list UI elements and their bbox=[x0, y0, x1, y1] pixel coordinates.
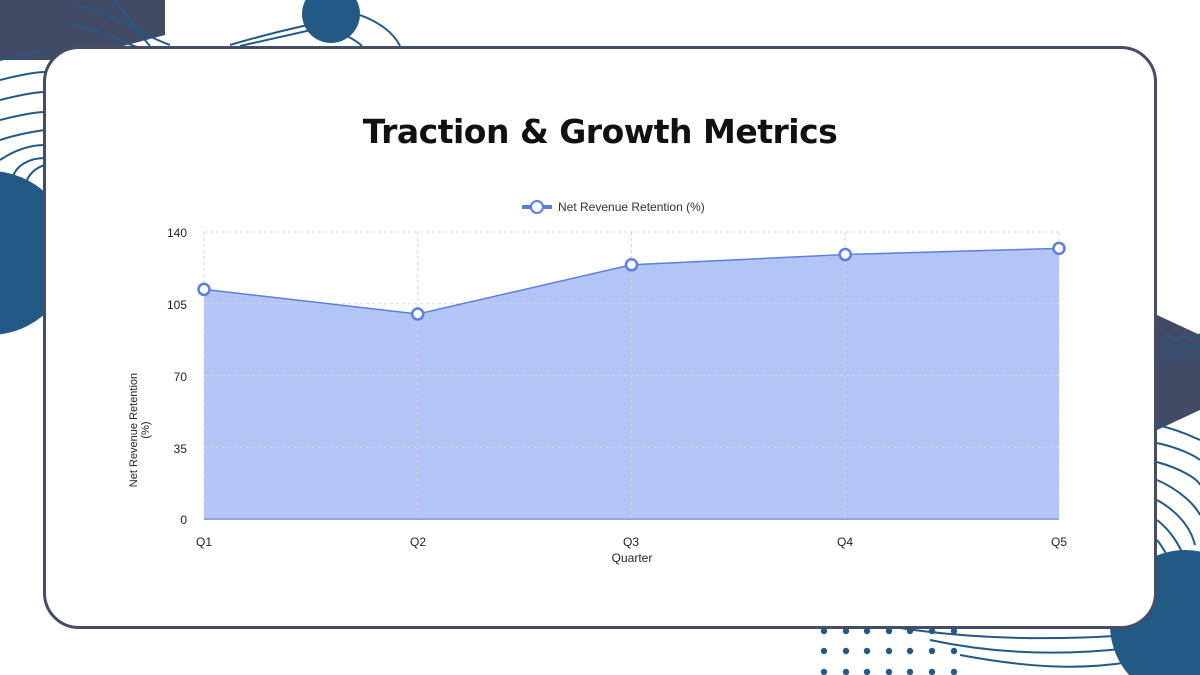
x-tick-label: Q4 bbox=[836, 535, 853, 549]
y-tick-label: 140 bbox=[166, 226, 187, 240]
x-tick-label: Q2 bbox=[409, 535, 426, 549]
y-tick-label: 70 bbox=[173, 370, 187, 384]
x-tick-label: Q3 bbox=[622, 535, 639, 549]
chart-legend[interactable]: Net Revenue Retention (%) bbox=[522, 199, 705, 215]
y-axis-title: Net Revenue Retention (%) bbox=[128, 372, 152, 488]
y-tick-label: 35 bbox=[173, 442, 187, 456]
data-point-marker[interactable] bbox=[624, 258, 639, 272]
slide-title: Traction & Growth Metrics bbox=[362, 112, 838, 151]
data-point-marker[interactable] bbox=[838, 247, 852, 262]
legend-label: Net Revenue Retention (%) bbox=[558, 200, 705, 214]
data-point-marker[interactable] bbox=[197, 282, 211, 297]
x-axis-title: Quarter bbox=[611, 551, 653, 565]
data-point-marker[interactable] bbox=[1052, 241, 1066, 256]
data-point-marker[interactable] bbox=[411, 307, 425, 321]
y-tick-label: 0 bbox=[180, 513, 187, 527]
legend-line-marker-icon bbox=[522, 199, 552, 215]
x-tick-label: Q1 bbox=[195, 535, 212, 549]
y-tick-label: 105 bbox=[166, 298, 187, 312]
x-tick-label: Q5 bbox=[1050, 535, 1067, 549]
